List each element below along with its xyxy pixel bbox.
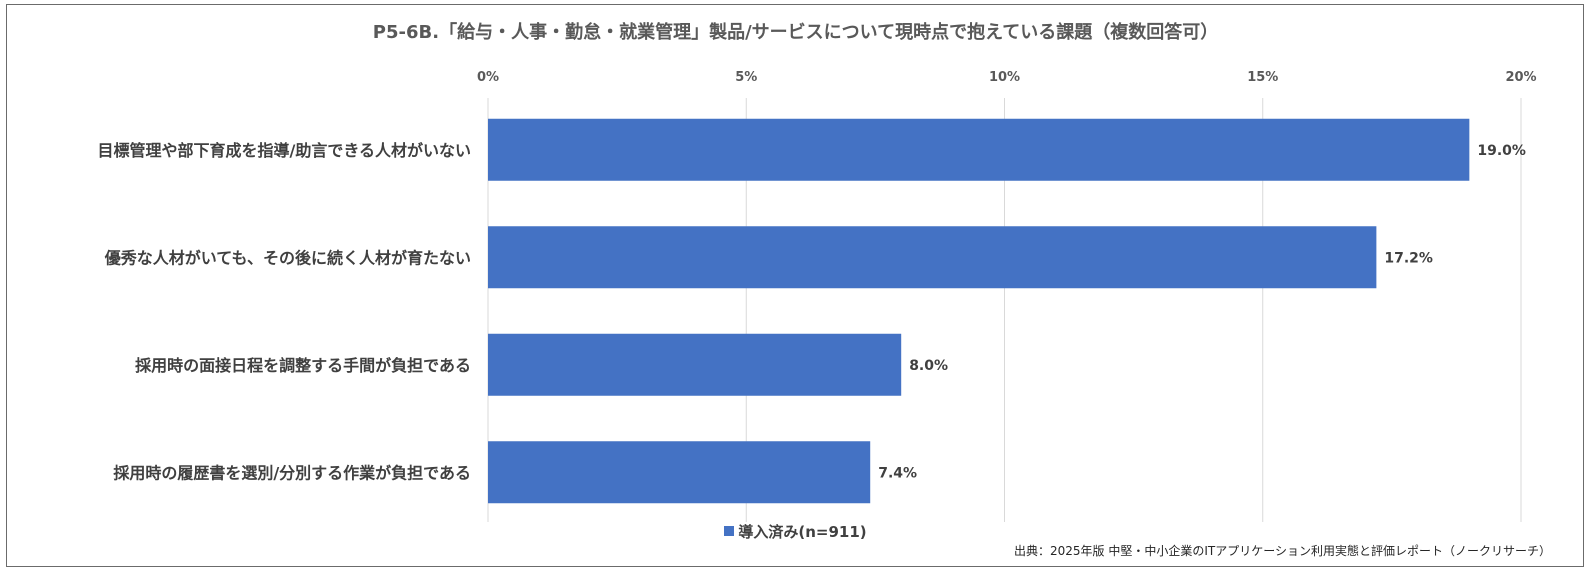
legend: 導入済み(n=911) bbox=[0, 521, 1591, 542]
category-label: 目標管理や部下育成を指導/助言できる人材がいない bbox=[97, 141, 471, 160]
category-label: 優秀な人材がいても、その後に続く人材が育たない bbox=[104, 248, 471, 267]
source-note: 出典：2025年版 中堅・中小企業のITアプリケーション利用実態と評価レポート（… bbox=[1014, 544, 1551, 558]
bar bbox=[488, 333, 902, 396]
category-label: 採用時の面接日程を調整する手間が負担である bbox=[135, 356, 471, 375]
bar bbox=[488, 226, 1377, 289]
x-tick-label: 0% bbox=[477, 70, 499, 85]
data-label: 19.0% bbox=[1477, 143, 1526, 159]
x-tick-label: 15% bbox=[1247, 70, 1278, 85]
legend-swatch bbox=[724, 526, 735, 536]
x-tick-label: 5% bbox=[735, 70, 757, 85]
legend-label: 導入済み(n=911) bbox=[738, 523, 867, 541]
x-tick-label: 10% bbox=[989, 70, 1020, 85]
bar bbox=[488, 441, 871, 504]
x-tick-label: 20% bbox=[1505, 70, 1536, 85]
data-label: 8.0% bbox=[909, 358, 948, 374]
bar bbox=[488, 118, 1470, 181]
category-label: 採用時の履歴書を選別/分別する作業が負担である bbox=[113, 463, 471, 482]
data-label: 17.2% bbox=[1384, 250, 1433, 266]
chart-title: P5-6B.「給与・人事・勤怠・就業管理」製品/サービスについて現時点で抱えてい… bbox=[372, 22, 1219, 43]
data-label: 7.4% bbox=[878, 465, 917, 481]
